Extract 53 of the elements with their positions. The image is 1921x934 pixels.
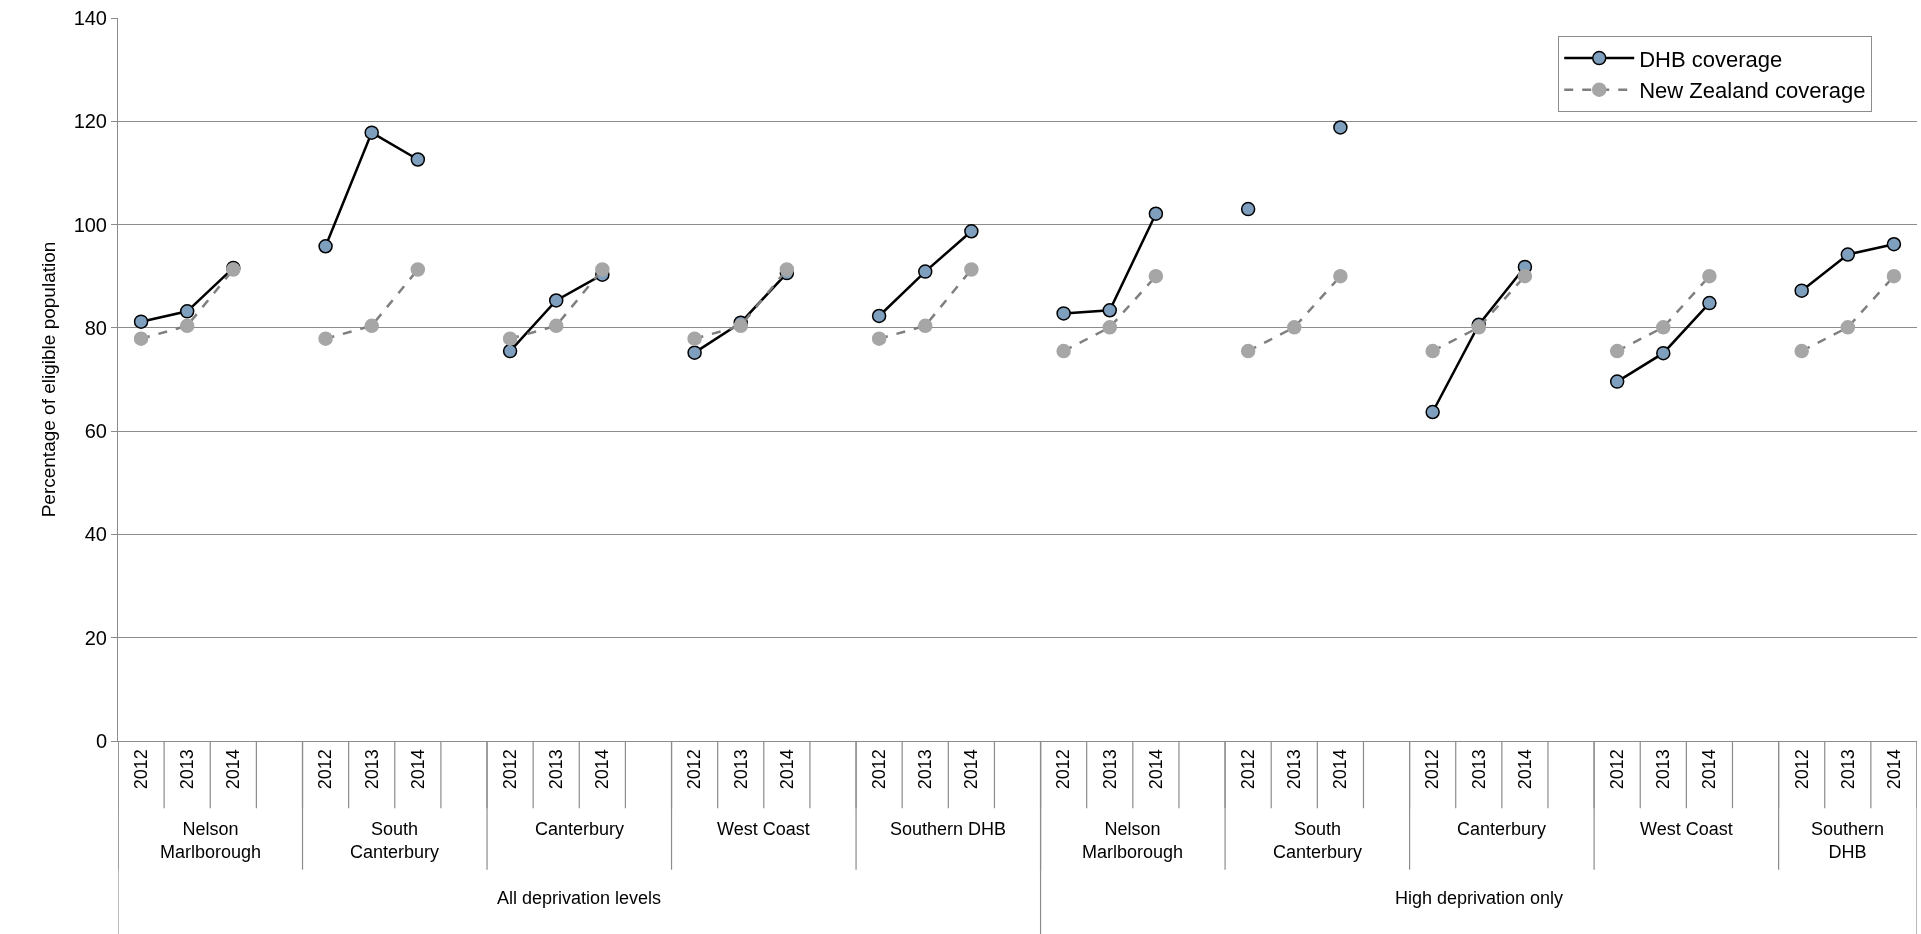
x-tick-label: 2013 <box>730 749 751 790</box>
y-tick-label: 140 <box>73 7 107 29</box>
legend-label: DHB coverage <box>1639 46 1783 72</box>
x-tick-label: 2012 <box>1607 749 1628 790</box>
x-tick-label: 2014 <box>1330 749 1351 790</box>
x-tick-label: 2012 <box>315 749 336 790</box>
text: West Coast <box>1640 819 1733 839</box>
x-tick-label: 2014 <box>592 749 613 790</box>
x-tick-label: 2014 <box>223 749 244 790</box>
x-tick-label: 2012 <box>499 749 520 790</box>
text: Nelson Marlborough <box>160 819 262 863</box>
x-tick-label: 2013 <box>1284 749 1305 790</box>
text: Canterbury <box>535 819 625 839</box>
x-tick-label: 2012 <box>868 749 889 790</box>
y-axis-title: Percentage of eligible population <box>38 241 60 518</box>
text: South Canterbury <box>350 819 440 863</box>
text: Nelson Marlborough <box>1082 819 1184 863</box>
x-tick-label: 2014 <box>407 749 428 790</box>
y-tick-label: 120 <box>73 110 107 133</box>
x-tick-label: 2012 <box>1053 749 1074 790</box>
x-tick-label: 2012 <box>130 749 151 790</box>
y-tick-label: 80 <box>84 316 107 339</box>
x-tick-label: 2012 <box>684 749 705 790</box>
y-tick-label: 60 <box>84 420 107 443</box>
y-tick-label: 20 <box>84 626 107 649</box>
text: Southern DHB <box>890 819 1007 839</box>
x-tick-label: 2012 <box>1237 749 1258 790</box>
x-tick-label: 2014 <box>1699 749 1720 790</box>
text: High deprivation only <box>1395 888 1564 908</box>
y-tick-label: 40 <box>84 523 107 546</box>
x-tick-label: 2013 <box>1468 749 1489 790</box>
x-tick-label: 2013 <box>546 749 567 790</box>
y-tick-label: 100 <box>73 213 107 236</box>
y-tick-label: 0 <box>95 730 107 752</box>
text: South Canterbury <box>1273 819 1363 863</box>
x-tick-label: 2013 <box>1837 749 1858 790</box>
legend-label: New Zealand coverage <box>1639 78 1866 104</box>
x-tick-label: 2012 <box>1422 749 1443 790</box>
text: Southern DHB <box>1811 819 1885 863</box>
x-tick-label: 2013 <box>361 749 382 790</box>
x-tick-label: 2013 <box>915 749 936 790</box>
x-tick-label: 2014 <box>1883 749 1904 790</box>
x-tick-label: 2012 <box>1791 749 1812 790</box>
text: Canterbury <box>1457 819 1547 839</box>
text: All deprivation levels <box>497 888 662 908</box>
x-tick-label: 2013 <box>1653 749 1674 790</box>
x-tick-label: 2014 <box>961 749 982 790</box>
x-tick-label: 2014 <box>776 749 797 790</box>
x-tick-label: 2013 <box>1099 749 1120 790</box>
x-tick-label: 2013 <box>177 749 198 790</box>
text: West Coast <box>717 819 810 839</box>
x-tick-label: 2014 <box>1145 749 1166 790</box>
x-tick-label: 2014 <box>1514 749 1535 790</box>
